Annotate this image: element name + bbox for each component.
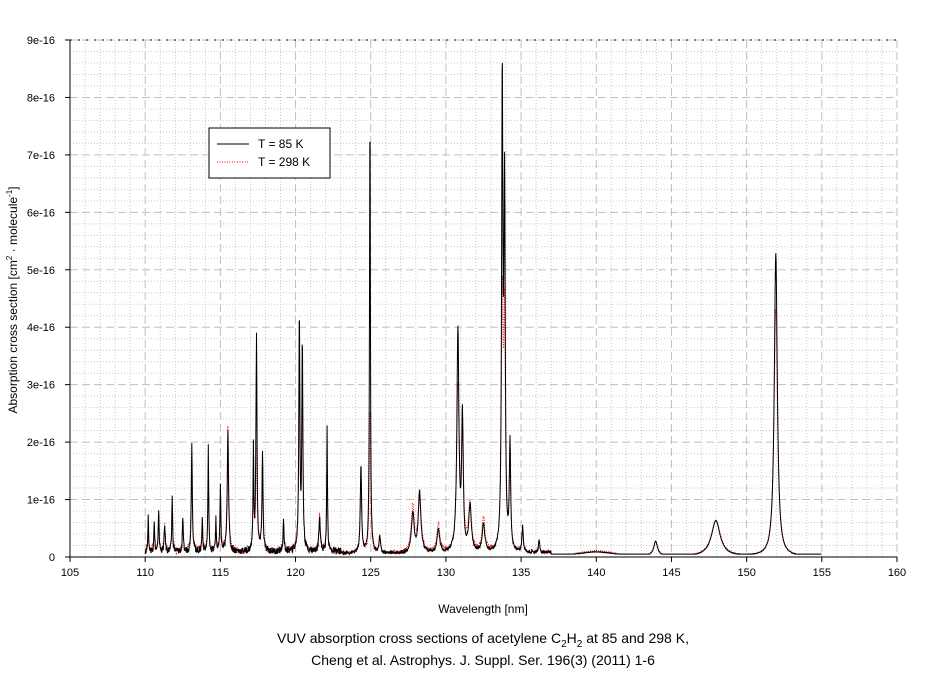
y-tick-label: 3e-16 <box>27 380 55 392</box>
y-tick-label: 8e-16 <box>27 92 55 104</box>
y-tick-label: 1e-16 <box>27 495 55 507</box>
x-tick-label: 140 <box>587 567 605 579</box>
y-tick-label: 7e-16 <box>27 150 55 162</box>
tick-labels: 105 110 115 120 125 130 135 140 145 150 155 160 0 1e-… <box>27 35 906 579</box>
y-tick-label: 9e-16 <box>27 35 55 47</box>
legend: T = 85 K T = 298 K <box>208 127 331 179</box>
x-tick-label: 130 <box>437 567 455 579</box>
legend-box <box>208 127 331 179</box>
caption-line-2: Cheng et al. Astrophys. J. Suppl. Ser. 1… <box>311 652 655 668</box>
x-tick-label: 120 <box>286 567 304 579</box>
x-tick-label: 155 <box>813 567 831 579</box>
series-298k-line <box>144 275 822 556</box>
y-tick-label: 6e-16 <box>27 207 55 219</box>
legend-label-85k: T = 85 K <box>258 137 303 151</box>
x-tick-label: 135 <box>512 567 530 579</box>
caption-line-1: VUV absorption cross sections of acetyle… <box>277 630 689 650</box>
x-tick-label: 110 <box>136 567 154 579</box>
series-group <box>144 62 822 556</box>
x-tick-label: 145 <box>662 567 680 579</box>
y-tick-label: 0 <box>49 552 55 564</box>
x-tick-label: 160 <box>888 567 906 579</box>
x-tick-label: 150 <box>737 567 755 579</box>
x-tick-label: 125 <box>362 567 380 579</box>
series-85k-line <box>144 62 822 556</box>
y-tick-label: 5e-16 <box>27 265 55 277</box>
x-tick-label: 105 <box>61 567 79 579</box>
axes <box>65 39 898 562</box>
y-axis-label: Absorption cross section [cm2 · molecule… <box>5 186 20 413</box>
x-axis-label: Wavelength [nm] <box>438 602 528 616</box>
x-tick-label: 115 <box>212 567 230 579</box>
y-tick-label: 4e-16 <box>27 322 55 334</box>
legend-label-298k: T = 298 K <box>258 155 310 169</box>
y-tick-label: 2e-16 <box>27 437 55 449</box>
